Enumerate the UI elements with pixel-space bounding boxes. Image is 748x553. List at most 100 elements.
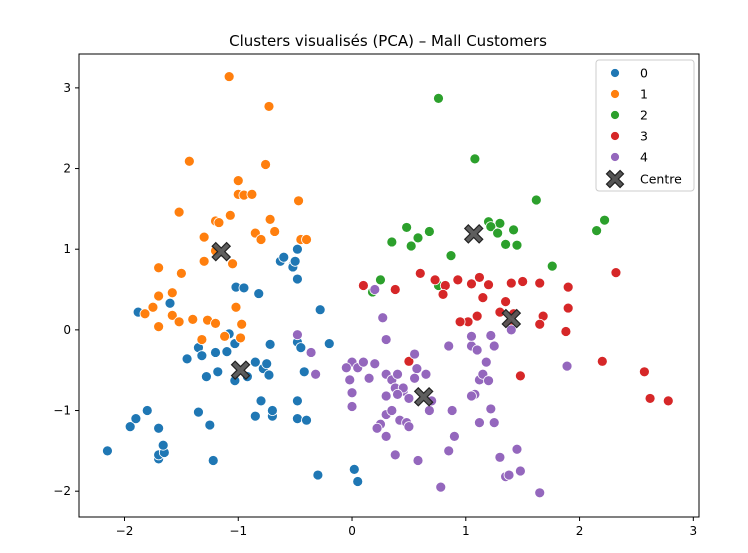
cluster-1-point (183, 155, 195, 167)
cluster-3-point (389, 284, 401, 295)
cluster-1-point (219, 330, 231, 342)
cluster-4-point (474, 417, 485, 429)
cluster-3-point (534, 277, 546, 289)
cluster-4-point (494, 451, 506, 463)
cluster-3-point (596, 355, 608, 367)
cluster-4-point (411, 363, 423, 374)
legend-marker-centre (605, 169, 625, 189)
cluster-3-point (514, 370, 526, 382)
cluster-0-point (181, 353, 193, 365)
cluster-4-point (358, 356, 369, 368)
cluster-2-point (591, 225, 603, 237)
cluster-0-point (164, 297, 176, 309)
cluster-3-point (662, 395, 674, 407)
cluster-1-point (139, 308, 151, 320)
cluster-2-point (405, 240, 417, 252)
cluster-4-point (412, 455, 424, 466)
cluster-1-point (213, 217, 225, 228)
legend-marker-0 (610, 68, 620, 78)
cluster-4-point (389, 449, 401, 461)
cluster-2-point (412, 232, 424, 244)
cluster-4-point (503, 469, 515, 481)
cluster-3-point (414, 268, 426, 279)
cluster-0-point (261, 358, 273, 370)
cluster-2-point (469, 153, 481, 165)
cluster-1-point (230, 301, 242, 313)
cluster-0-point (141, 405, 153, 416)
cluster-4-point (380, 390, 392, 402)
cluster-2-point (445, 250, 457, 262)
cluster-3-point (439, 280, 451, 291)
cluster-1-point (166, 287, 178, 299)
chart-title: Clusters visualisés (PCA) – Mall Custome… (229, 32, 547, 50)
cluster-2-point (530, 194, 542, 206)
cluster-2-point (375, 274, 386, 286)
cluster-0-point (210, 347, 221, 358)
cluster-0-point (266, 405, 278, 416)
cluster-4-point (344, 374, 356, 386)
cluster-0-point (323, 338, 335, 349)
cluster-1-point (264, 213, 276, 225)
cluster-1-point (153, 290, 165, 302)
x-tick-label: 0 (348, 524, 356, 538)
cluster-0-point (196, 350, 208, 362)
cluster-4-point (409, 348, 420, 360)
cluster-4-point (409, 372, 420, 384)
x-tick-label: −1 (229, 524, 247, 538)
cluster-2-point (508, 224, 519, 236)
cluster-3-point (505, 277, 517, 289)
cluster-2-point (492, 227, 504, 239)
cluster-0-point (348, 464, 360, 475)
cluster-1-point (235, 332, 246, 344)
cluster-0-point (312, 469, 324, 481)
x-tick-label: 2 (576, 524, 584, 538)
cluster-4-point (435, 481, 447, 493)
cluster-4-point (346, 387, 358, 399)
cluster-4-point (386, 405, 398, 416)
y-tick-label: 0 (63, 323, 71, 337)
legend-label-4: 4 (640, 150, 648, 165)
legend-marker-1 (610, 89, 620, 99)
cluster-0-point (292, 273, 303, 285)
cluster-0-point (153, 422, 165, 434)
cluster-3-point (517, 276, 529, 287)
cluster-0-point (157, 439, 169, 451)
y-tick-label: 3 (63, 81, 71, 95)
x-tick-label: 3 (689, 524, 697, 538)
cluster-1-point (210, 318, 221, 329)
cluster-0-point (264, 338, 276, 350)
cluster-1-point (196, 334, 208, 345)
cluster-4-point (483, 375, 494, 387)
cluster-3-point (644, 393, 656, 404)
cluster-0-point (301, 414, 312, 426)
cluster-1-point (232, 175, 244, 187)
cluster-4-point (310, 368, 322, 380)
cluster-3-point (483, 279, 494, 291)
y-tick-label: −1 (53, 404, 71, 418)
cluster-0-point (102, 445, 113, 457)
cluster-4-point (380, 430, 392, 442)
cluster-4-point (443, 445, 455, 457)
cluster-4-point (446, 405, 458, 416)
y-tick-label: 2 (63, 162, 71, 176)
cluster-1-point (173, 206, 185, 218)
cluster-0-point (238, 282, 250, 294)
cluster-0-point (212, 366, 224, 378)
cluster-1-point (187, 313, 199, 325)
cluster-1-point (175, 268, 187, 279)
cluster-4-point (392, 388, 403, 400)
cluster-4-point (485, 330, 497, 341)
legend-label-0: 0 (640, 66, 648, 81)
cluster-3-point (358, 280, 369, 291)
plot-area (102, 71, 674, 499)
cluster-1-point (198, 255, 210, 267)
cluster-4-point (403, 421, 415, 433)
cluster-3-point (454, 316, 466, 328)
cluster-1-point (223, 71, 235, 82)
cluster-0-point (255, 395, 267, 407)
cluster-3-point (474, 272, 485, 283)
cluster-4-point (449, 430, 460, 442)
cluster-4-point (466, 330, 477, 342)
centroid-marker (463, 224, 484, 244)
